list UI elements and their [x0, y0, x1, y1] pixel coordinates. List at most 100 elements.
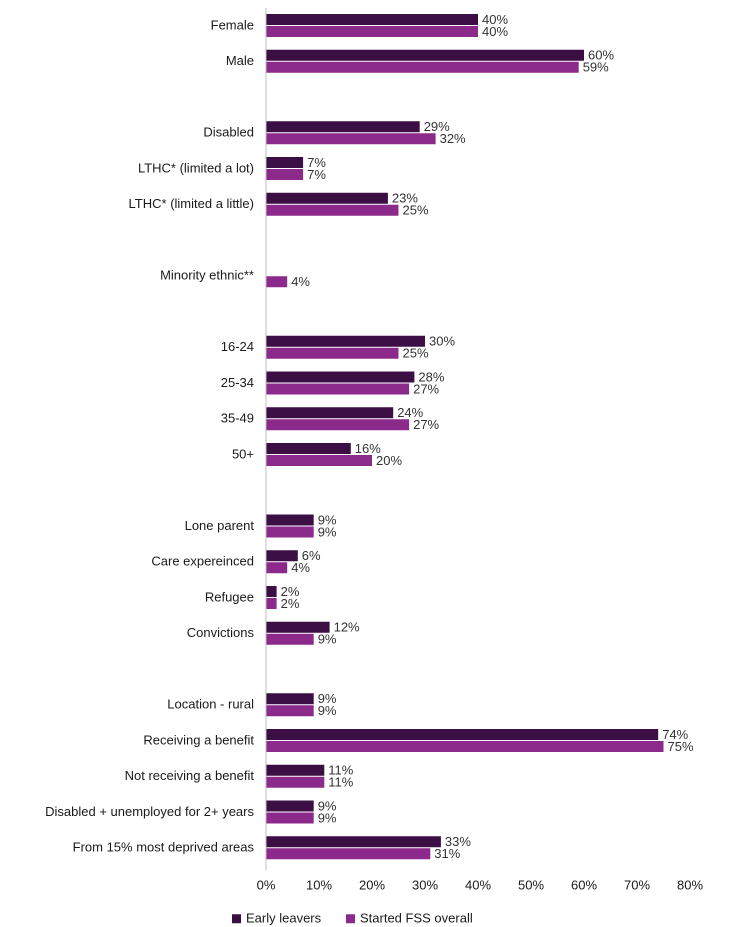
- data-label: 40%: [482, 24, 508, 39]
- bar-started-fss-overall: [266, 633, 314, 645]
- category-label: Disabled: [203, 125, 254, 140]
- data-label: 20%: [376, 453, 402, 468]
- data-label: 25%: [403, 346, 429, 361]
- bar-started-fss-overall: [266, 61, 579, 73]
- bar-early-leavers: [266, 335, 425, 347]
- bar-early-leavers: [266, 621, 330, 633]
- legend: Early leavers Started FSS overall: [232, 911, 473, 926]
- data-label: 4%: [291, 560, 310, 575]
- legend-label: Early leavers: [246, 911, 322, 926]
- data-label: 6%: [302, 548, 321, 563]
- x-tick-label: 70%: [624, 877, 650, 892]
- bar-early-leavers: [266, 443, 351, 454]
- bar-started-fss-overall: [266, 776, 325, 788]
- bar-started-fss-overall: [266, 705, 314, 717]
- bar-early-leavers: [266, 514, 314, 526]
- data-label: 40%: [482, 12, 508, 27]
- x-tick-label: 50%: [518, 877, 544, 892]
- data-label: 9%: [318, 798, 337, 813]
- bar-early-leavers: [266, 800, 314, 812]
- category-label: Disabled + unemployed for 2+ years: [45, 804, 254, 819]
- category-label: 16-24: [221, 339, 254, 354]
- bar-early-leavers: [266, 764, 325, 776]
- x-tick-label: 20%: [359, 877, 385, 892]
- data-label: 23%: [392, 191, 418, 206]
- legend-swatch: [346, 914, 355, 924]
- bar-early-leavers: [266, 693, 314, 705]
- data-label: 30%: [429, 334, 455, 349]
- bar-early-leavers: [266, 550, 298, 562]
- bar-started-fss-overall: [266, 169, 304, 180]
- data-label: 9%: [318, 524, 337, 539]
- data-label: 29%: [424, 119, 450, 134]
- category-label: Minority ethnic**: [160, 268, 254, 283]
- bar-early-leavers: [266, 121, 420, 133]
- data-label: 32%: [440, 131, 466, 146]
- category-label: From 15% most deprived areas: [73, 840, 255, 855]
- category-label: Lone parent: [185, 518, 255, 533]
- data-label: 27%: [413, 381, 439, 396]
- bar-started-fss-overall: [266, 204, 399, 216]
- bar-started-fss-overall: [266, 848, 431, 860]
- legend-label: Started FSS overall: [360, 911, 473, 926]
- x-tick-label: 30%: [412, 877, 438, 892]
- category-label: Male: [226, 53, 254, 68]
- category-label: Care expereinced: [151, 554, 254, 569]
- data-label: 2%: [281, 596, 300, 611]
- x-tick-label: 80%: [677, 877, 703, 892]
- data-label: 2%: [281, 584, 300, 599]
- bar-early-leavers: [266, 49, 584, 61]
- category-label: Convictions: [187, 625, 255, 640]
- x-tick-label: 60%: [571, 877, 597, 892]
- category-label: Female: [211, 17, 254, 32]
- data-label: 75%: [668, 739, 694, 754]
- data-label: 59%: [583, 60, 609, 75]
- bar-early-leavers: [266, 192, 388, 204]
- data-label: 11%: [328, 775, 353, 790]
- bar-early-leavers: [266, 836, 441, 848]
- bar-early-leavers: [266, 586, 277, 597]
- bars-layer: [266, 14, 664, 860]
- data-labels: 40%40%60%59%29%32%7%7%23%25%4%30%25%28%2…: [281, 12, 694, 861]
- category-label: LTHC* (limited a little): [129, 196, 254, 211]
- data-label: 16%: [355, 441, 381, 456]
- data-label: 4%: [291, 274, 310, 289]
- data-label: 31%: [434, 846, 460, 861]
- bar-started-fss-overall: [266, 526, 314, 538]
- x-tick-label: 0%: [257, 877, 276, 892]
- category-label: Refugee: [205, 589, 254, 604]
- bar-early-leavers: [266, 157, 304, 168]
- data-label: 7%: [307, 167, 326, 182]
- category-label: Receiving a benefit: [143, 732, 254, 747]
- data-label: 9%: [318, 810, 337, 825]
- bar-started-fss-overall: [266, 598, 277, 609]
- bar-early-leavers: [266, 14, 478, 25]
- bar-started-fss-overall: [266, 562, 288, 574]
- bar-early-leavers: [266, 407, 394, 419]
- bar-started-fss-overall: [266, 347, 399, 359]
- bar-started-fss-overall: [266, 741, 664, 752]
- bar-early-leavers: [266, 729, 659, 740]
- data-label: 33%: [445, 834, 471, 849]
- category-label: Not receiving a benefit: [125, 768, 255, 783]
- data-label: 25%: [403, 203, 429, 218]
- category-label: LTHC* (limited a lot): [138, 160, 254, 175]
- bar-started-fss-overall: [266, 419, 410, 431]
- data-label: 27%: [413, 417, 439, 432]
- bar-started-fss-overall: [266, 26, 478, 37]
- category-label: 50+: [232, 446, 254, 461]
- x-tick-label: 40%: [465, 877, 491, 892]
- data-label: 7%: [307, 155, 326, 170]
- data-label: 60%: [588, 48, 614, 63]
- data-label: 9%: [318, 632, 337, 647]
- data-label: 9%: [318, 691, 337, 706]
- x-axis-ticks: 0% 10% 20% 30% 40% 50% 60% 70% 80%: [257, 877, 704, 892]
- bar-started-fss-overall: [266, 276, 288, 288]
- data-label: 12%: [334, 620, 360, 635]
- bar-started-fss-overall: [266, 133, 436, 145]
- category-labels: Female Male Disabled LTHC* (limited a lot) L…: [45, 17, 254, 854]
- x-tick-label: 10%: [306, 877, 332, 892]
- data-label: 28%: [418, 369, 444, 384]
- bar-started-fss-overall: [266, 455, 372, 466]
